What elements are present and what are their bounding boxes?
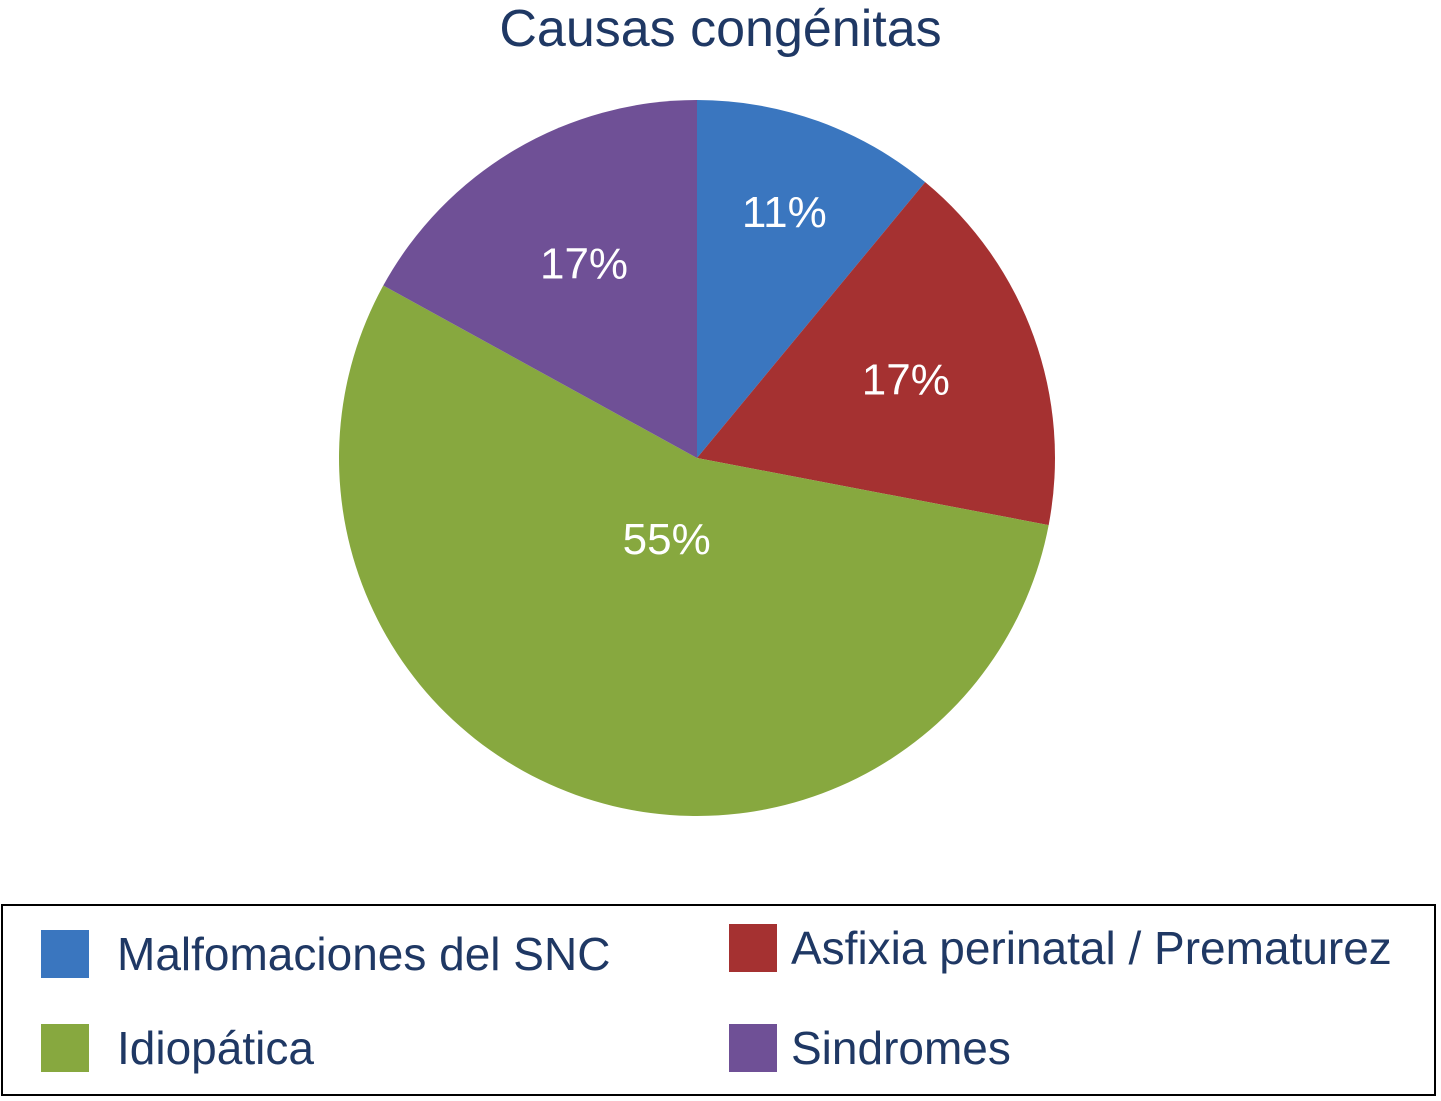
pie-chart: 11% 17% 55% 17% [338, 100, 1055, 817]
legend-swatch-idiopatica [41, 1024, 89, 1072]
chart-title: Causas congénitas [499, 0, 942, 58]
legend-label-malformaciones: Malfomaciones del SNC [117, 928, 611, 980]
data-label-malformaciones: 11% [742, 188, 827, 237]
legend-swatch-malformaciones [41, 930, 89, 978]
data-label-idiopatica: 55% [623, 515, 711, 564]
pie-slice-malformaciones [697, 100, 926, 458]
legend-label-sindromes: Sindromes [791, 1022, 1011, 1074]
pie-slice-idiopatica [338, 285, 1049, 817]
data-label-sindromes: 17% [540, 240, 628, 289]
legend: Malfomaciones del SNC Asfixia perinatal … [1, 904, 1436, 1096]
legend-swatch-sindromes [729, 1024, 777, 1072]
legend-label-idiopatica: Idiopática [117, 1022, 314, 1074]
legend-swatch-asfixia [729, 924, 777, 972]
data-label-asfixia: 17% [862, 355, 950, 404]
pie-slice-sindromes [383, 100, 697, 458]
legend-label-asfixia: Asfixia perinatal / Prematurez [791, 922, 1392, 974]
pie-slice-asfixia [697, 182, 1055, 526]
